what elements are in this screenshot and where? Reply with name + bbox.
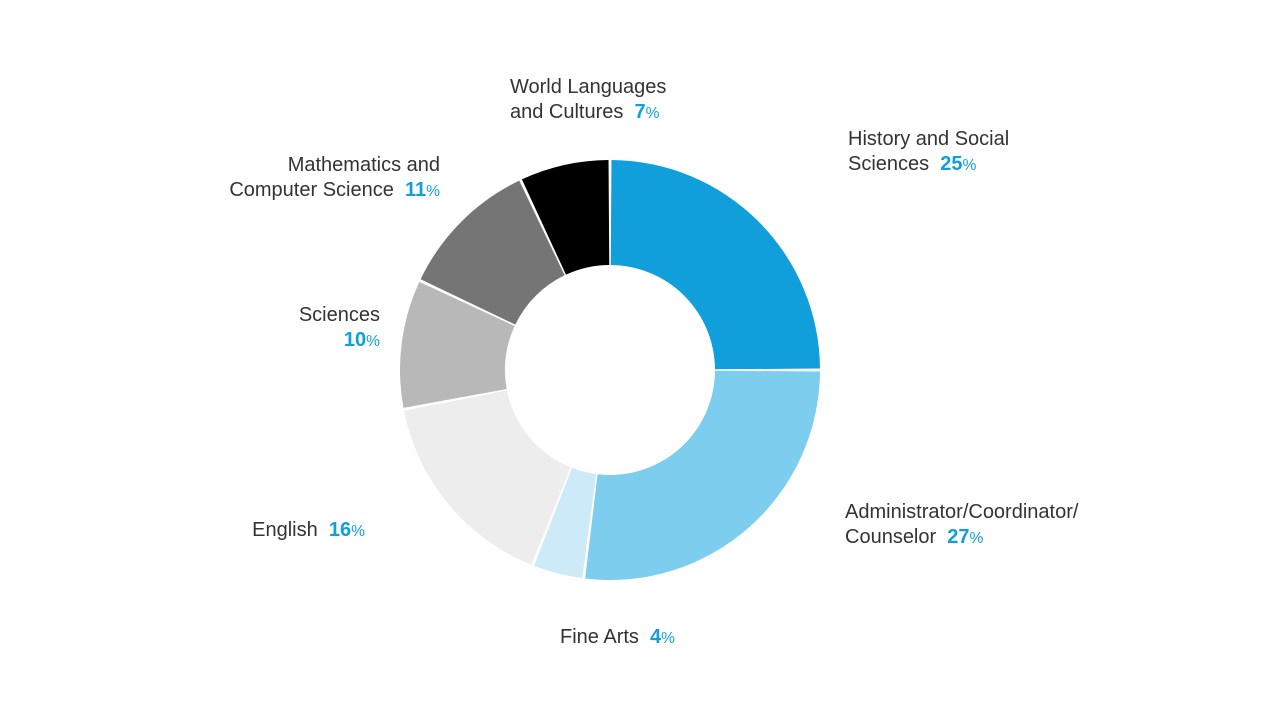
label-math: Mathematics andComputer Science 11% [229, 153, 440, 203]
label-sciences: Sciences 10% [299, 303, 380, 353]
label-history: History and SocialSciences 25% [848, 127, 1009, 177]
label-worldlang: World Languagesand Cultures 7% [510, 75, 666, 125]
segment-admin [585, 371, 820, 580]
label-finearts: Fine Arts 4% [560, 625, 675, 650]
label-english: English 16% [252, 518, 365, 543]
segment-history [611, 160, 820, 369]
label-admin: Administrator/Coordinator/Counselor 27% [845, 500, 1078, 550]
donut-chart: History and SocialSciences 25% Administra… [0, 0, 1280, 728]
